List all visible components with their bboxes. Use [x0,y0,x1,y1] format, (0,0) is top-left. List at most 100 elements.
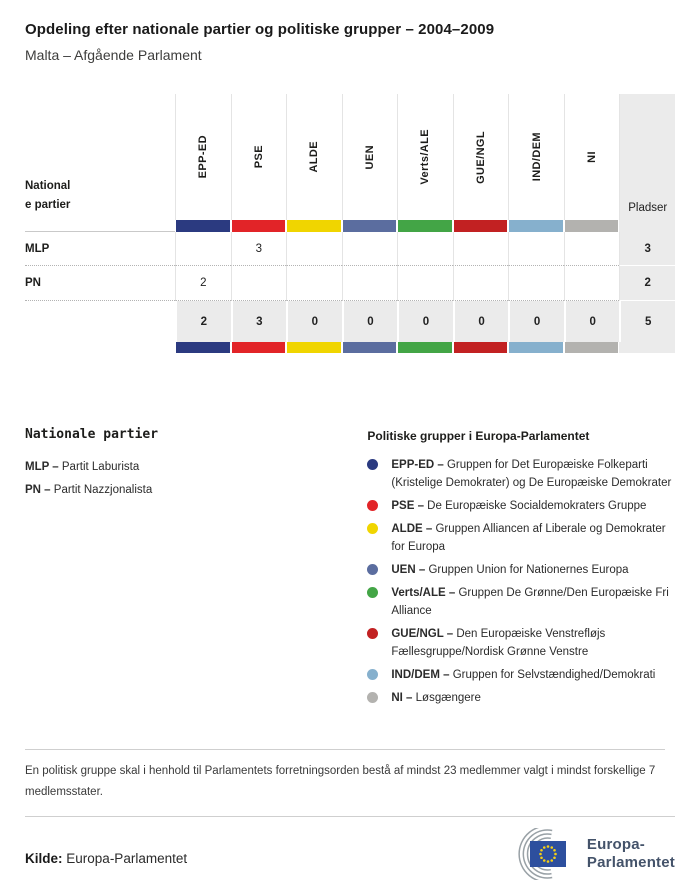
cell-pn-ind-dem [508,266,564,301]
total-epp-ed: 2 [175,301,231,342]
ni-color-dot-icon [367,692,379,703]
legend-item-epp-ed: EPP-ED – Gruppen for Det Europæiske Folk… [367,456,675,492]
total-pse: 3 [230,301,287,342]
row-header: National e partier [25,180,71,211]
color-bar-ni [563,220,620,232]
color-bar-verts-ale [397,220,453,232]
source-value: Europa-Parlamentet [66,850,188,866]
cell-mlp-ind-dem [508,232,564,266]
color-bar-ind-dem [508,342,564,353]
color-bar-verts-ale [397,342,453,353]
european-parliament-logo: Europa- Parlamentet [498,828,675,880]
source-row: Kilde: Europa-Parlamentet [25,816,675,880]
total-gue-ngl: 0 [452,301,509,342]
total-ni: 0 [563,301,620,342]
legend-item-ni: NI – Løsgængere [367,689,675,707]
color-bar-gue-ngl [452,342,509,353]
color-bar-ind-dem [508,220,564,232]
cell-mlp-pladser: 3 [619,232,675,266]
legend-item-alde: ALDE – Gruppen Alliancen af Liberale og … [367,520,675,556]
cell-mlp-epp-ed [175,232,231,266]
color-bar-epp-ed [175,342,231,353]
cell-mlp-alde [286,232,342,266]
party-label-pn: PN [25,266,175,301]
legend-item-pn: PN – Partit Nazzjonalista [25,484,153,496]
col-header-ni: NI [563,94,620,220]
national-parties-legend: Nationale partier MLP – Partit Laburista… [25,427,367,712]
gue-ngl-color-dot-icon [367,628,379,639]
total-alde: 0 [286,301,342,342]
pladser-spacer [619,342,675,353]
ind-dem-color-dot-icon [367,669,379,680]
color-bar-uen [341,220,398,232]
epp-ed-color-dot-icon [367,459,379,470]
col-header-verts-ale: Verts/ALE [397,94,453,220]
source-text: Kilde: Europa-Parlamentet [25,851,187,866]
total-pladser: 5 [619,301,675,342]
page-title: Opdeling efter nationale partier og poli… [25,21,495,38]
col-header-gue-ngl: GUE/NGL [452,94,509,220]
group-color-bar-bottom [25,342,675,353]
alde-color-dot-icon [367,523,379,534]
legend-item-gue-ngl: GUE/NGL – Den Europæiske Venstrefløjs Fæ… [367,625,675,661]
table-row-mlp: MLP 3 3 [25,232,675,266]
color-bar-gue-ngl [452,220,509,232]
groups-legend-heading: Politiske grupper i Europa-Parlamentet [367,429,590,443]
uen-color-dot-icon [367,564,379,575]
table-row-pn: PN 2 2 [25,266,675,301]
total-verts-ale: 0 [397,301,453,342]
col-header-pse: PSE [230,94,287,220]
table-totals-row: 2 3 0 0 0 0 0 0 5 [25,301,675,342]
cell-mlp-ni [563,232,620,266]
cell-mlp-uen [341,232,398,266]
color-bar-pse [230,220,287,232]
group-color-bar-top [25,220,675,232]
row-header-underline [25,220,175,232]
legend-item-mlp: MLP – Partit Laburista [25,461,140,473]
legend-item-pse: PSE – De Europæiske Socialdemokraters Gr… [367,497,675,515]
verts-ale-color-dot-icon [367,587,379,598]
page-subtitle: Malta – Afgående Parlament [25,47,202,63]
col-header-epp-ed: EPP-ED [175,94,231,220]
total-uen: 0 [341,301,398,342]
legends-section: Nationale partier MLP – Partit Laburista… [25,427,675,712]
totals-label-spacer [25,301,175,342]
cell-mlp-pse: 3 [230,232,287,266]
color-bar-uen [341,342,398,353]
table-header-row: National e partier EPP-ED PSE ALDE UEN V… [25,94,675,220]
party-label-mlp: MLP [25,232,175,266]
ep-hemicycle-flag-icon [518,828,566,880]
color-bar-epp-ed [175,220,231,232]
cell-pn-ni [563,266,620,301]
col-header-alde: ALDE [286,94,342,220]
col-header-ind-dem: IND/DEM [508,94,564,220]
source-label: Kilde: [25,850,63,866]
cell-mlp-gue-ngl [452,232,509,266]
total-ind-dem: 0 [508,301,564,342]
cell-pn-epp-ed: 2 [175,266,231,301]
national-legend-heading: Nationale partier [25,427,159,442]
legend-item-ind-dem: IND/DEM – Gruppen for Selvstændighed/Dem… [367,666,675,684]
col-header-uen: UEN [341,94,398,220]
cell-mlp-verts-ale [397,232,453,266]
color-bar-ni [563,342,620,353]
cell-pn-verts-ale [397,266,453,301]
legend-item-verts-ale: Verts/ALE – Gruppen De Grønne/Den Europæ… [367,584,675,620]
seats-table: National e partier EPP-ED PSE ALDE UEN V… [25,94,675,353]
cell-pn-uen [341,266,398,301]
color-bar-alde [286,342,342,353]
footnote: En politisk gruppe skal i henhold til Pa… [25,749,665,816]
color-bar-alde [286,220,342,232]
cell-pn-alde [286,266,342,301]
cell-pn-gue-ngl [452,266,509,301]
legend-item-uen: UEN – Gruppen Union for Nationernes Euro… [367,561,675,579]
political-groups-legend: Politiske grupper i Europa-Parlamentet E… [367,427,675,712]
pladser-spacer [619,220,675,232]
logo-wordmark: Europa- Parlamentet [586,836,675,871]
col-header-pladser: Pladser [619,94,675,220]
cell-pn-pladser: 2 [619,266,675,301]
cell-pn-pse [230,266,287,301]
color-bar-pse [230,342,287,353]
pse-color-dot-icon [367,500,379,511]
